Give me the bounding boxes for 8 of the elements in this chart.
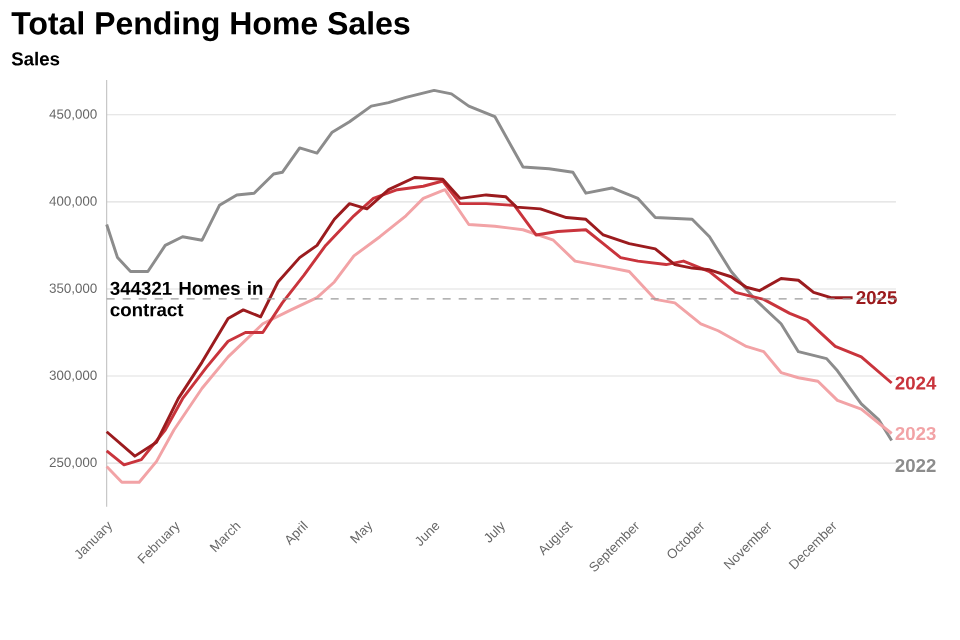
- series-label: 2023: [895, 426, 936, 441]
- y-axis-title: Sales: [11, 51, 60, 66]
- chart-title: Total Pending Home Sales: [11, 11, 410, 42]
- ref-line-label: 344321 Homes in contract: [110, 281, 263, 317]
- series-label: 2025: [856, 291, 897, 305]
- series-label: 2024: [895, 376, 937, 390]
- line-series: [105, 88, 894, 442]
- series-label: 2022: [895, 458, 936, 473]
